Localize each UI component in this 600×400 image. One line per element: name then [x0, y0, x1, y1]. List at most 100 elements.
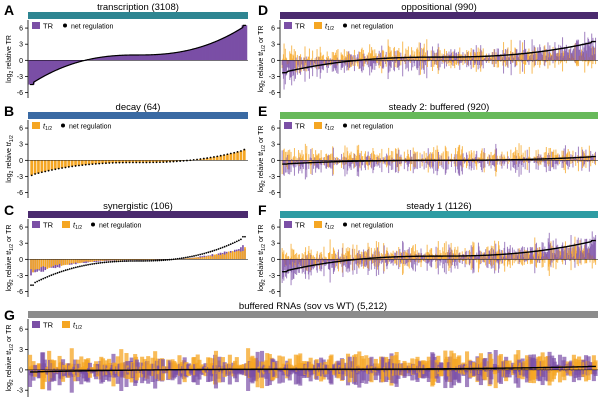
- data-bar: [546, 60, 548, 63]
- data-bar: [371, 47, 373, 61]
- data-bar: [474, 160, 476, 164]
- data-bar: [438, 47, 440, 61]
- data-bar: [344, 145, 346, 161]
- data-bar: [528, 253, 530, 260]
- legend-swatch-tr: [32, 221, 40, 228]
- data-bar: [519, 249, 521, 260]
- data-bar: [242, 250, 244, 260]
- data-bar: [549, 147, 551, 161]
- data-bar: [381, 148, 383, 161]
- data-bar: [363, 53, 365, 61]
- data-bar: [571, 160, 573, 161]
- data-bar: [359, 259, 361, 265]
- data-bar: [410, 259, 412, 263]
- data-bar: [587, 246, 589, 260]
- data-bar: [558, 154, 560, 161]
- data-bar: [555, 259, 557, 270]
- data-bar: [539, 60, 541, 65]
- data-bar: [309, 252, 311, 260]
- data-bar: [56, 259, 59, 266]
- data-bar: [495, 259, 497, 262]
- data-bar: [406, 259, 408, 266]
- data-bar: [585, 60, 587, 62]
- data-bar: [528, 60, 530, 65]
- data-bar: [543, 251, 545, 260]
- data-bar: [306, 58, 308, 61]
- data-bar: [213, 369, 219, 389]
- data-bar: [505, 257, 507, 260]
- data-bar: [522, 50, 524, 61]
- data-bar: [551, 152, 553, 161]
- data-bar: [506, 253, 508, 260]
- data-bar: [322, 259, 324, 263]
- data-bar: [378, 158, 380, 161]
- data-bar: [393, 48, 395, 61]
- data-bar: [586, 248, 588, 260]
- data-bar: [244, 247, 246, 260]
- data-bar: [487, 60, 489, 62]
- data-bar: [523, 60, 525, 74]
- data-bar: [421, 259, 423, 263]
- data-bar: [575, 40, 578, 61]
- data-bar: [474, 160, 476, 163]
- data-bar: [416, 47, 418, 61]
- data-bar: [293, 49, 295, 61]
- data-bar: [459, 160, 461, 176]
- data-bar: [423, 255, 425, 260]
- data-bar: [136, 259, 138, 260]
- data-bar: [329, 155, 331, 161]
- net-point: [146, 259, 149, 262]
- data-bar: [325, 60, 327, 65]
- data-bar: [335, 54, 337, 61]
- data-bar: [189, 258, 191, 260]
- data-bar: [480, 60, 482, 72]
- data-bar: [528, 160, 530, 164]
- data-bar: [458, 60, 460, 64]
- data-bar: [451, 60, 453, 62]
- data-bar: [383, 259, 385, 272]
- data-bar: [302, 156, 304, 161]
- net-point: [148, 259, 151, 262]
- data-bar: [298, 56, 300, 61]
- data-bar: [403, 259, 405, 261]
- net-point: [56, 272, 59, 274]
- data-bar: [342, 55, 344, 61]
- data-bar: [345, 160, 347, 165]
- net-point: [64, 269, 67, 272]
- data-bar: [435, 259, 437, 262]
- data-bar: [311, 60, 313, 65]
- data-bar: [383, 259, 385, 274]
- data-bar: [449, 60, 451, 63]
- data-bar: [371, 60, 373, 69]
- data-bar: [568, 250, 570, 260]
- data-bar: [327, 155, 329, 161]
- data-bar: [408, 156, 410, 161]
- data-bar: [336, 50, 338, 61]
- net-point: [101, 162, 104, 165]
- data-bar: [421, 154, 423, 161]
- data-bar: [577, 160, 579, 172]
- data-bar: [389, 60, 391, 72]
- data-bar: [353, 257, 355, 260]
- data-bar: [594, 54, 596, 61]
- data-bar: [571, 157, 573, 161]
- data-bar: [445, 160, 447, 174]
- data-bar: [284, 60, 286, 74]
- data-bar: [460, 258, 462, 260]
- data-bar: [513, 259, 515, 264]
- data-bar: [525, 60, 527, 65]
- data-bar: [463, 158, 465, 161]
- data-bar: [587, 155, 589, 161]
- data-bar: [527, 247, 529, 260]
- data-bar: [513, 253, 515, 260]
- data-bar: [327, 56, 329, 61]
- data-bar: [356, 253, 358, 260]
- data-bar: [416, 60, 418, 69]
- data-bar: [390, 50, 392, 61]
- data-bar: [344, 254, 346, 260]
- panel-letter: E: [258, 103, 267, 119]
- data-bar: [393, 46, 395, 61]
- data-bar: [551, 259, 553, 261]
- data-bar: [415, 259, 417, 262]
